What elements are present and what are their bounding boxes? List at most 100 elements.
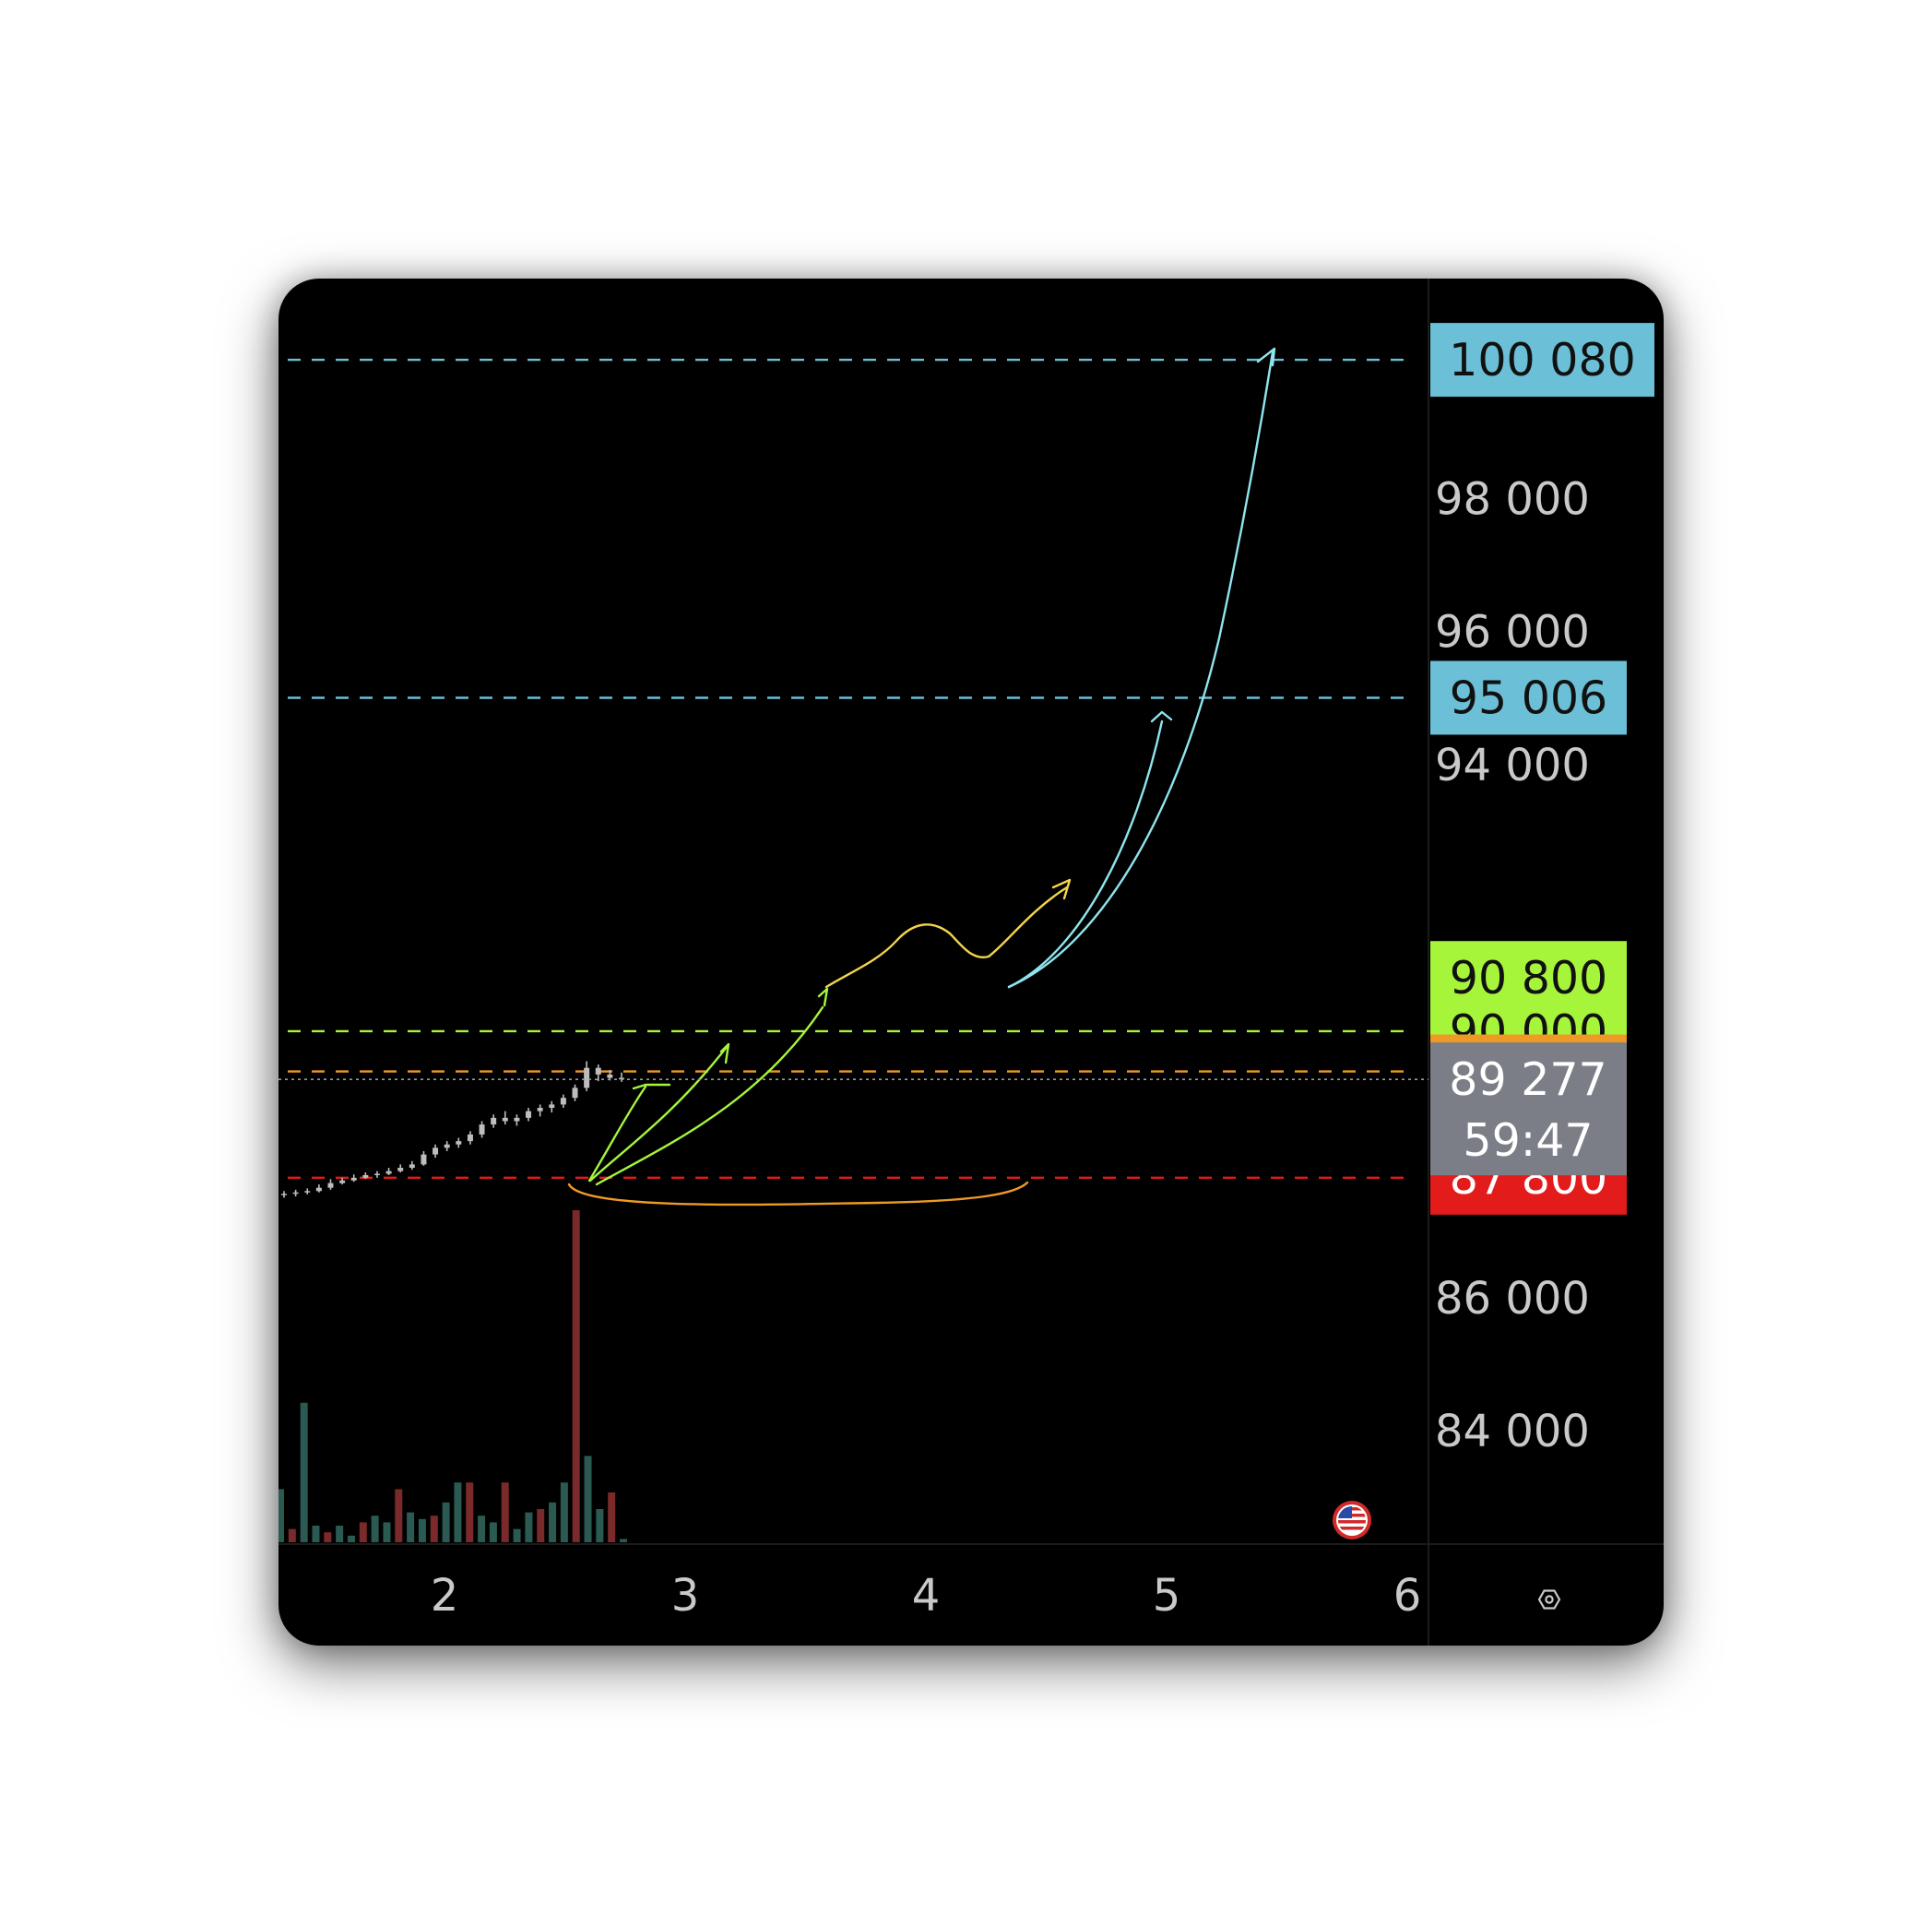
- cyan-arrow-mid-head: [1150, 710, 1173, 723]
- level-badge[interactable]: 95 006: [1430, 660, 1627, 735]
- volume-bar: [383, 1522, 391, 1542]
- volume-bar: [466, 1482, 474, 1542]
- candle: [327, 1179, 334, 1190]
- candle: [537, 1104, 543, 1117]
- volume-bar: [347, 1535, 355, 1542]
- volume-bar: [300, 1402, 308, 1542]
- level-badge-bg: [1430, 660, 1627, 735]
- candle: [409, 1160, 415, 1171]
- price-chart[interactable]: 98 000 96 000 94 000 86 000 84 000 100 080 95…: [279, 279, 1664, 1646]
- candle: [304, 1188, 311, 1195]
- green-arrow-mid: [588, 1045, 729, 1183]
- volume-bar: [525, 1512, 533, 1542]
- candle: [397, 1164, 404, 1173]
- volume-bar: [442, 1502, 450, 1542]
- settings-hexagon-icon[interactable]: [1537, 1589, 1561, 1610]
- candle: [479, 1121, 485, 1138]
- candles: [281, 1061, 624, 1198]
- volume-bar: [336, 1526, 344, 1542]
- green-arrow-long-head: [817, 987, 829, 1007]
- candle: [385, 1168, 392, 1175]
- volume-bar: [596, 1509, 604, 1542]
- volume-bar: [312, 1526, 320, 1542]
- green-arrow-short-head: [632, 1083, 671, 1090]
- candle: [491, 1114, 497, 1128]
- candle: [514, 1114, 520, 1126]
- candle: [572, 1084, 578, 1101]
- yellow-path: [824, 886, 1069, 989]
- us-flag-icon[interactable]: [1333, 1501, 1371, 1540]
- candle: [444, 1141, 450, 1151]
- current-price-badge[interactable]: 89 277 59:47: [1430, 1042, 1627, 1176]
- level-badge[interactable]: 100 080: [1430, 323, 1654, 398]
- candle: [619, 1072, 624, 1082]
- level-badge-bg: [1430, 323, 1654, 398]
- candle: [350, 1174, 357, 1183]
- drawings: [567, 347, 1276, 1207]
- volume-bar: [572, 1210, 580, 1542]
- candle: [467, 1131, 473, 1145]
- volume-bar: [371, 1516, 379, 1542]
- volume-bar: [288, 1528, 296, 1542]
- green-arrow-short: [587, 1085, 647, 1183]
- candle: [373, 1171, 380, 1178]
- volume-bar: [324, 1532, 332, 1542]
- price-axis-label[interactable]: 94 000: [1435, 740, 1590, 791]
- cyan-arrow-top: [1007, 351, 1274, 989]
- level-badge-label: 95 006: [1450, 672, 1607, 724]
- candle: [339, 1177, 346, 1185]
- candle: [456, 1137, 462, 1148]
- time-axis-label[interactable]: 4: [912, 1570, 941, 1622]
- candle: [315, 1184, 322, 1193]
- volume-bar: [608, 1492, 616, 1542]
- chart-card: 98 000 96 000 94 000 86 000 84 000 100 080 95…: [279, 279, 1664, 1646]
- candle: [421, 1150, 427, 1166]
- volume-bar: [395, 1489, 403, 1542]
- time-axis-label[interactable]: 6: [1393, 1570, 1422, 1622]
- candle: [526, 1108, 532, 1122]
- candle: [362, 1172, 369, 1180]
- time-axis-label[interactable]: 2: [431, 1570, 459, 1622]
- price-axis-label[interactable]: 84 000: [1435, 1406, 1590, 1457]
- time-axis-label[interactable]: 5: [1153, 1570, 1181, 1622]
- orange-base-arc: [567, 1181, 1029, 1207]
- price-axis-labels[interactable]: 98 000 96 000 94 000 86 000 84 000: [1435, 473, 1590, 1457]
- candle: [281, 1191, 287, 1198]
- price-axis-label[interactable]: 96 000: [1435, 607, 1590, 659]
- volume-bar: [489, 1522, 497, 1542]
- volume-bar: [549, 1502, 557, 1542]
- volume-bar: [537, 1509, 545, 1542]
- current-price-badge-bg: [1430, 1042, 1627, 1176]
- volume-bar: [501, 1482, 509, 1542]
- time-axis-label[interactable]: 3: [671, 1570, 700, 1622]
- horizontal-levels: [288, 358, 1413, 1180]
- volume-bar: [513, 1528, 521, 1542]
- candle: [433, 1144, 439, 1159]
- volume-bar: [430, 1516, 438, 1542]
- candle: [595, 1064, 601, 1082]
- yellow-arrow-head: [1051, 878, 1072, 900]
- current-price-label: 89 277: [1449, 1053, 1606, 1106]
- candle: [502, 1111, 508, 1125]
- countdown-label: 59:47: [1463, 1114, 1593, 1167]
- green-arrow-long: [595, 1005, 824, 1186]
- candle: [584, 1061, 590, 1091]
- volume-bar: [418, 1518, 426, 1542]
- volume-bar: [560, 1482, 568, 1542]
- time-axis-labels[interactable]: 2 3 4 5 6: [431, 1570, 1422, 1622]
- volume-bars: [279, 1210, 627, 1542]
- volume-bar: [620, 1539, 627, 1542]
- volume-bar: [478, 1516, 486, 1542]
- volume-bar: [279, 1489, 284, 1542]
- volume-bar: [359, 1522, 367, 1542]
- green-arrow-mid-head: [719, 1042, 730, 1064]
- candle: [560, 1094, 566, 1109]
- volume-bar: [454, 1482, 462, 1542]
- candle: [549, 1100, 555, 1113]
- price-axis-label[interactable]: 98 000: [1435, 473, 1590, 525]
- volume-bar: [584, 1456, 592, 1542]
- candle: [292, 1189, 299, 1197]
- level-badge-label: 100 080: [1449, 334, 1636, 386]
- price-axis-label[interactable]: 86 000: [1435, 1273, 1590, 1325]
